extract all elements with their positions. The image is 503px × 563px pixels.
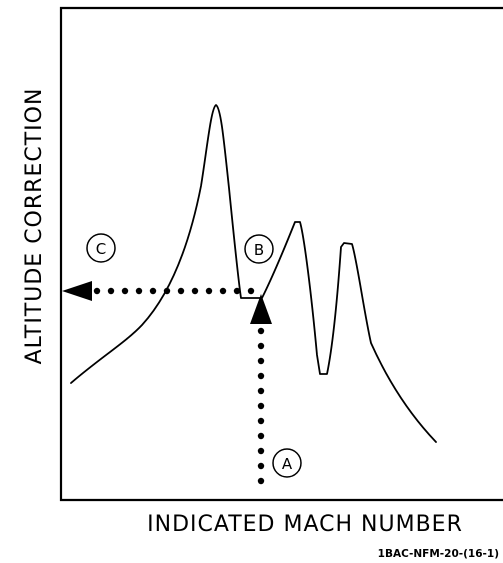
- x-axis-label: INDICATED MACH NUMBER: [147, 512, 463, 537]
- arrowhead-left: [62, 281, 92, 301]
- marker-b-label: B: [254, 241, 264, 259]
- arrowhead-up: [250, 294, 272, 324]
- marker-a: A: [272, 448, 302, 478]
- marker-b: B: [244, 234, 274, 264]
- marker-c: C: [86, 233, 116, 263]
- correction-curve: [70, 104, 437, 443]
- dotted-path-b-to-c: [93, 287, 255, 295]
- plot-frame: [59, 6, 503, 502]
- marker-c-label: C: [96, 240, 106, 258]
- dotted-path-a-to-b: [257, 327, 265, 485]
- reference-code: 1BAC-NFM-20-(16-1): [378, 548, 499, 560]
- marker-a-label: A: [282, 455, 293, 473]
- y-axis-label: ALTITUDE CORRECTION: [22, 88, 47, 365]
